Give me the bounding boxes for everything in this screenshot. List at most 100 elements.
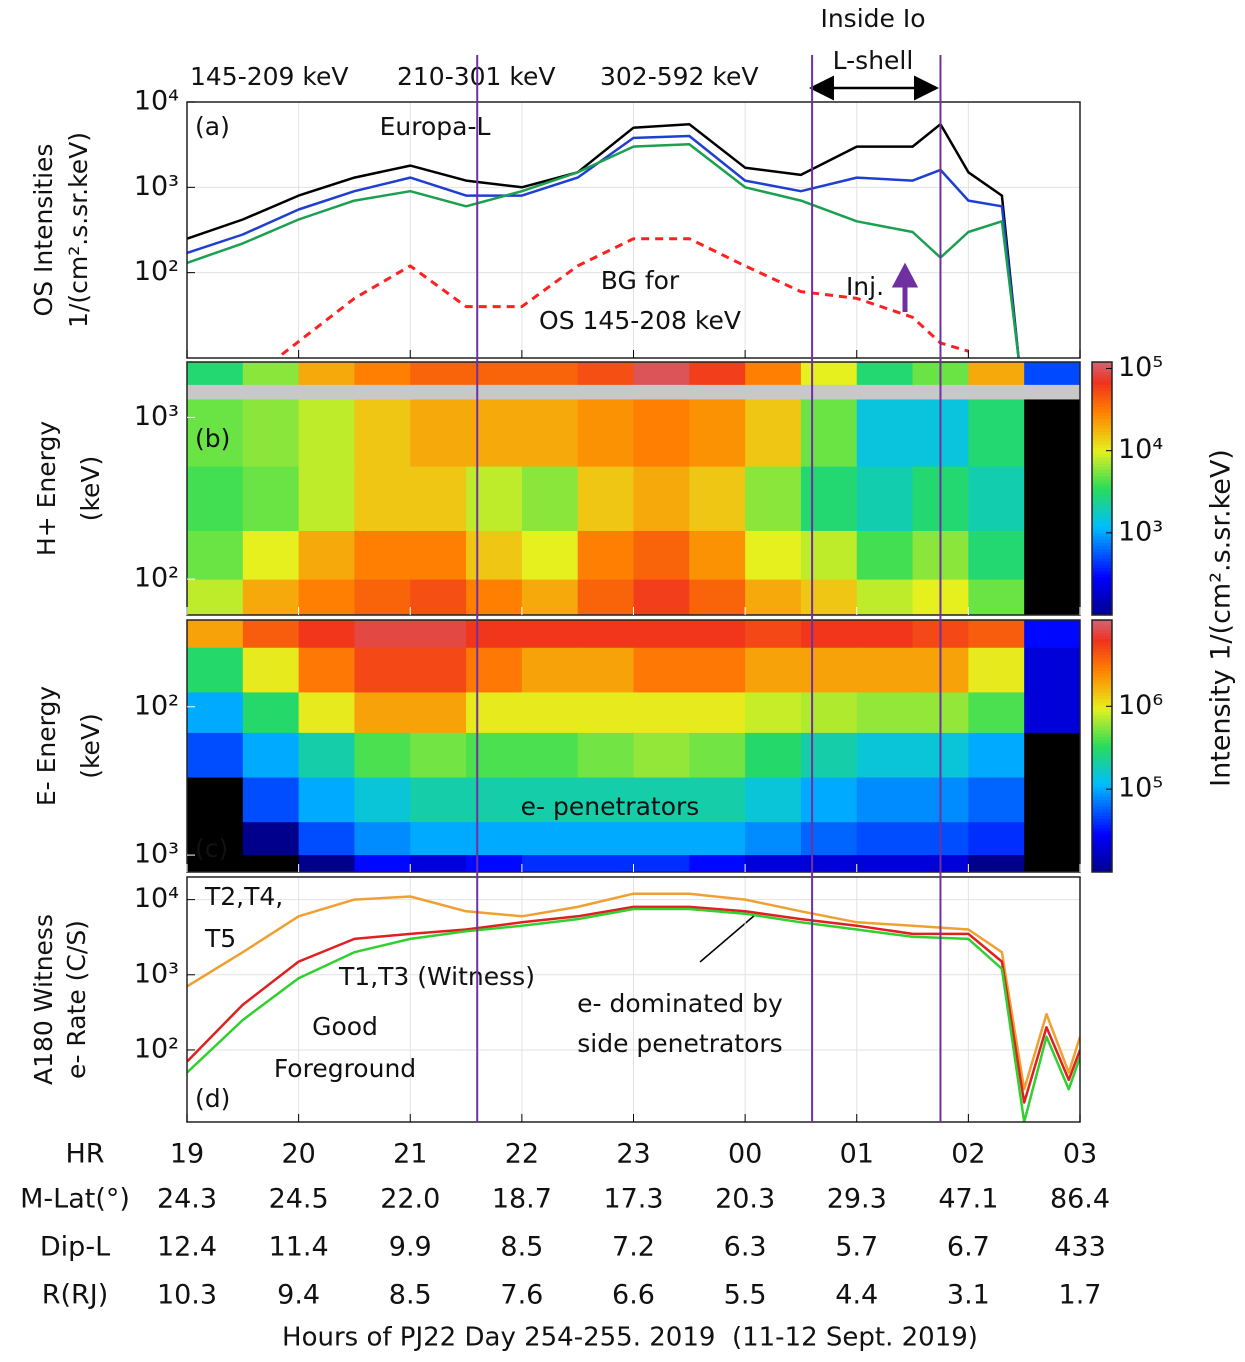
heat-cell — [689, 647, 746, 693]
heat-cell — [633, 855, 690, 872]
annotation: e- penetrators — [521, 792, 700, 821]
colorbar-swatch — [1092, 859, 1112, 864]
ephemeris-value: 22.0 — [380, 1184, 440, 1215]
colorbar-tick-label: 10⁵ — [1118, 352, 1163, 383]
heat-cell — [242, 530, 300, 580]
heat-cell — [466, 777, 523, 823]
ephemeris-value: 5.7 — [835, 1232, 878, 1263]
ephemeris-value: 18.7 — [492, 1184, 552, 1215]
annotation: Inside Io — [820, 4, 925, 33]
heat-cell — [466, 579, 523, 615]
series-line — [280, 237, 969, 356]
colorbar-swatch — [1092, 365, 1112, 369]
colorbar-swatch — [1092, 620, 1112, 624]
data-gap — [1024, 384, 1080, 400]
ephemeris-value: 24.5 — [269, 1184, 329, 1215]
colorbar-swatch — [1092, 444, 1112, 448]
heat-cell — [745, 530, 802, 580]
colorbar-tick-label: 10⁶ — [1118, 690, 1163, 721]
colorbar-swatch — [1092, 758, 1112, 763]
colorbar-swatch — [1092, 683, 1112, 687]
heat-cell — [577, 579, 634, 615]
y-axis-title: 1/(cm².s.sr.keV) — [64, 132, 93, 328]
heat-cell — [577, 362, 634, 385]
heat-cell — [800, 530, 858, 580]
y-axis-title: A180 Witness — [29, 914, 58, 1085]
injection-arrow — [891, 262, 919, 312]
data-gap — [745, 384, 802, 400]
heat-cell — [298, 732, 355, 779]
colorbar-swatch — [1092, 418, 1112, 423]
heat-cell — [242, 362, 300, 385]
heat-cell — [689, 692, 746, 734]
colorbar-swatch — [1092, 599, 1112, 603]
heat-cell — [1024, 777, 1080, 823]
y-axis-title: E- Energy — [32, 686, 61, 806]
plot-area — [187, 102, 1080, 358]
heat-cell — [242, 398, 300, 467]
heat-cell — [410, 822, 467, 856]
colorbar-swatch — [1092, 475, 1112, 480]
colorbar-swatch — [1092, 645, 1112, 649]
heat-cell — [745, 398, 802, 467]
colorbar-swatch — [1092, 746, 1112, 750]
colorbar-swatch — [1092, 648, 1112, 652]
heat-cell — [242, 579, 300, 615]
colorbar-swatch — [1092, 513, 1112, 518]
heat-cell — [689, 530, 746, 580]
colorbar-swatch — [1092, 396, 1112, 401]
heat-cell — [856, 579, 914, 615]
colorbar-swatch — [1092, 447, 1112, 452]
colorbar-swatch — [1092, 698, 1112, 703]
colorbar-swatch — [1092, 450, 1112, 455]
colorbar-title: Intensity 1/(cm².s.sr.keV) — [1206, 449, 1237, 787]
heat-cell — [410, 466, 467, 531]
colorbar-swatch — [1092, 812, 1112, 816]
colorbar-swatch — [1092, 805, 1112, 810]
row-label: R(RJ) — [42, 1280, 109, 1311]
heat-cell — [689, 579, 746, 615]
heat-cell — [466, 620, 523, 649]
colorbar-swatch — [1092, 611, 1112, 616]
colorbar-swatch — [1092, 437, 1112, 442]
x-tick-label: 20 — [281, 1139, 315, 1170]
colorbar-swatch — [1092, 545, 1112, 550]
ephemeris-value: 8.5 — [389, 1280, 432, 1311]
heat-cell — [354, 620, 411, 649]
colorbar-swatch — [1092, 460, 1112, 464]
colorbar-swatch — [1092, 431, 1112, 436]
colorbar-swatch — [1092, 479, 1112, 483]
colorbar-swatch — [1092, 491, 1112, 496]
row-label: HR — [65, 1139, 104, 1170]
data-gap — [577, 384, 634, 400]
heat-cell — [745, 620, 802, 649]
colorbar-swatch — [1092, 856, 1112, 860]
colorbar-swatch — [1092, 667, 1112, 671]
colorbar-swatch — [1092, 362, 1112, 366]
heat-cell — [466, 398, 523, 467]
colorbar-swatch — [1092, 539, 1112, 543]
ephemeris-value: 4.4 — [835, 1280, 878, 1311]
colorbar-swatch — [1092, 809, 1112, 813]
annotation: Inj. — [846, 272, 884, 301]
colorbar-swatch — [1092, 723, 1112, 728]
colorbar-swatch — [1092, 409, 1112, 414]
heat-cell — [466, 855, 523, 872]
data-gap — [298, 384, 355, 400]
colorbar-swatch — [1092, 818, 1112, 823]
heat-cell — [466, 362, 523, 385]
colorbar-swatch — [1092, 686, 1112, 690]
heat-cell — [521, 466, 579, 531]
heat-cell — [1024, 398, 1080, 467]
heat-cell — [856, 620, 914, 649]
colorbar-swatch — [1092, 558, 1112, 562]
ephemeris-value: 5.5 — [724, 1280, 767, 1311]
heat-cell — [187, 855, 244, 872]
data-gap — [968, 384, 1025, 400]
x-tick-label: 22 — [505, 1139, 539, 1170]
colorbar-swatch — [1092, 755, 1112, 760]
heat-cell — [354, 692, 411, 734]
colorbar-swatch — [1092, 736, 1112, 741]
colorbar-swatch — [1092, 840, 1112, 845]
heat-cell — [800, 692, 858, 734]
